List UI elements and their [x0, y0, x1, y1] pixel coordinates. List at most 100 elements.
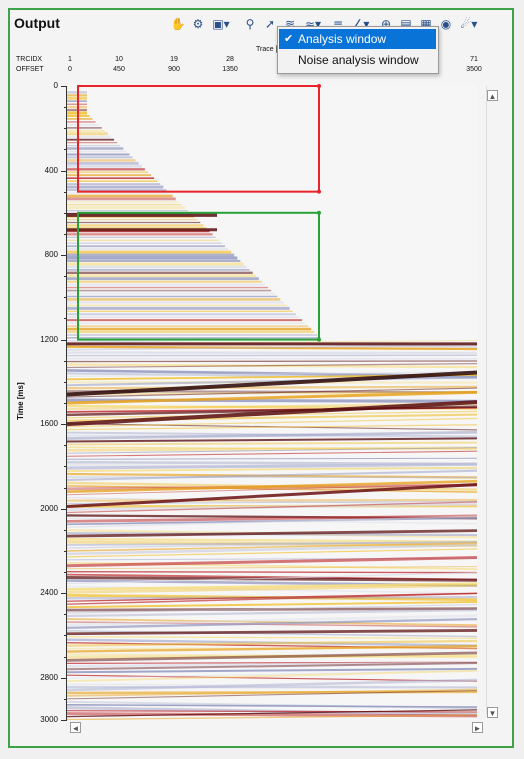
- time-minor-tick: [64, 550, 67, 552]
- navigate-icon[interactable]: ☄▾: [460, 17, 478, 31]
- reflector: [67, 514, 477, 523]
- time-minor-tick: [64, 191, 67, 193]
- time-tick: [61, 508, 67, 510]
- reflector: [67, 644, 477, 653]
- time-minor-tick: [64, 635, 67, 637]
- reflector: [67, 690, 477, 695]
- reflector: [67, 667, 477, 674]
- reflector: [67, 360, 477, 363]
- reflector: [67, 639, 477, 647]
- strong-reflector: [67, 370, 477, 397]
- reflector: [67, 498, 477, 502]
- reflector: [67, 651, 477, 662]
- layer-icon[interactable]: ≋: [284, 17, 296, 31]
- reflector: [67, 485, 477, 493]
- reflector: [67, 515, 477, 529]
- reflector: [67, 441, 477, 446]
- reflector: [67, 607, 477, 612]
- check-icon: ✔: [284, 33, 294, 45]
- reflector: [67, 583, 477, 594]
- reflector: [67, 710, 477, 713]
- reflector: [67, 363, 477, 369]
- scroll-down-button[interactable]: ▼: [487, 707, 498, 718]
- time-minor-tick: [64, 698, 67, 700]
- reflector: [67, 537, 477, 543]
- scroll-right-button[interactable]: ►: [472, 722, 483, 733]
- vertical-scrollbar[interactable]: [486, 86, 499, 714]
- window-handle[interactable]: [317, 189, 321, 194]
- trace-index-label: 10: [115, 56, 123, 63]
- seismic-plot-area[interactable]: [67, 84, 477, 720]
- reflector: [67, 678, 477, 692]
- window-handle[interactable]: [317, 84, 321, 88]
- trace-axis-label: Trace [: [256, 46, 278, 53]
- time-tick-label: 2800: [40, 672, 58, 682]
- seismic-section: [67, 84, 477, 720]
- select-window-icon[interactable]: ▣▾: [212, 17, 230, 31]
- reflector: [67, 376, 477, 387]
- zoom-icon[interactable]: ⚲: [245, 17, 255, 31]
- gear-icon[interactable]: ⚙: [192, 17, 204, 31]
- reflector: [67, 600, 477, 609]
- reflector: [67, 629, 477, 636]
- time-tick: [61, 424, 67, 426]
- window-handle[interactable]: [317, 210, 321, 215]
- reflector: [67, 479, 477, 494]
- hand-icon[interactable]: ✋: [170, 17, 186, 31]
- reflector: [67, 617, 477, 630]
- reflector: [67, 674, 477, 682]
- crosshair-icon[interactable]: ⊕: [380, 17, 392, 31]
- reflector: [67, 636, 477, 639]
- reflector: [67, 466, 477, 472]
- reflector: [67, 529, 477, 538]
- settings-icon[interactable]: ◉: [440, 17, 452, 31]
- time-minor-tick: [64, 445, 67, 447]
- noise-analysis-window-rect[interactable]: [77, 211, 320, 341]
- reflector: [67, 541, 477, 546]
- time-minor-tick: [64, 318, 67, 320]
- time-tick-label: 800: [44, 250, 58, 260]
- reflector: [67, 437, 477, 443]
- pointer-icon[interactable]: ➚: [264, 17, 276, 31]
- reflector: [67, 462, 477, 470]
- time-minor-tick: [64, 276, 67, 278]
- reflector: [67, 618, 477, 627]
- time-tick-label: 2400: [40, 588, 58, 598]
- trace-index-label: 19: [170, 56, 178, 63]
- analysis-window-rect[interactable]: [77, 85, 320, 193]
- scroll-left-button[interactable]: ◄: [70, 722, 81, 733]
- time-minor-tick: [64, 149, 67, 151]
- reflector: [67, 548, 477, 558]
- time-axis-label: Time [ms]: [16, 382, 25, 420]
- time-tick: [61, 255, 67, 257]
- trace-index-label: 28: [226, 56, 234, 63]
- save-icon[interactable]: ▦: [420, 17, 432, 31]
- mute-icon[interactable]: ≡: [332, 17, 344, 31]
- window-handle[interactable]: [317, 337, 321, 342]
- time-minor-tick: [64, 487, 67, 489]
- menu-item-noise-analysis-window[interactable]: Noise analysis window: [279, 50, 436, 70]
- reflector: [67, 417, 477, 428]
- reflector: [67, 345, 477, 351]
- reflector: [67, 709, 477, 718]
- header-name-offset: OFFSET: [16, 66, 44, 73]
- time-minor-tick: [64, 212, 67, 214]
- strong-reflector: [67, 400, 477, 427]
- time-minor-tick: [64, 297, 67, 299]
- reflector: [67, 703, 477, 708]
- reflector: [67, 566, 477, 570]
- reflector: [67, 434, 477, 438]
- menu-item-analysis-window[interactable]: ✔ Analysis window: [279, 29, 436, 49]
- trace-offset-label: 1350: [222, 66, 238, 73]
- time-minor-tick: [64, 572, 67, 574]
- time-tick-label: 0: [53, 81, 58, 90]
- trace-index-label: 71: [470, 56, 478, 63]
- reflector: [67, 371, 477, 378]
- reflector: [67, 542, 477, 552]
- trace-offset-label: 900: [168, 66, 180, 73]
- export-icon[interactable]: ▤: [400, 17, 412, 31]
- reflector: [67, 469, 477, 481]
- reflector: [67, 344, 477, 351]
- scroll-up-button[interactable]: ▲: [487, 90, 498, 101]
- reflector: [67, 608, 477, 618]
